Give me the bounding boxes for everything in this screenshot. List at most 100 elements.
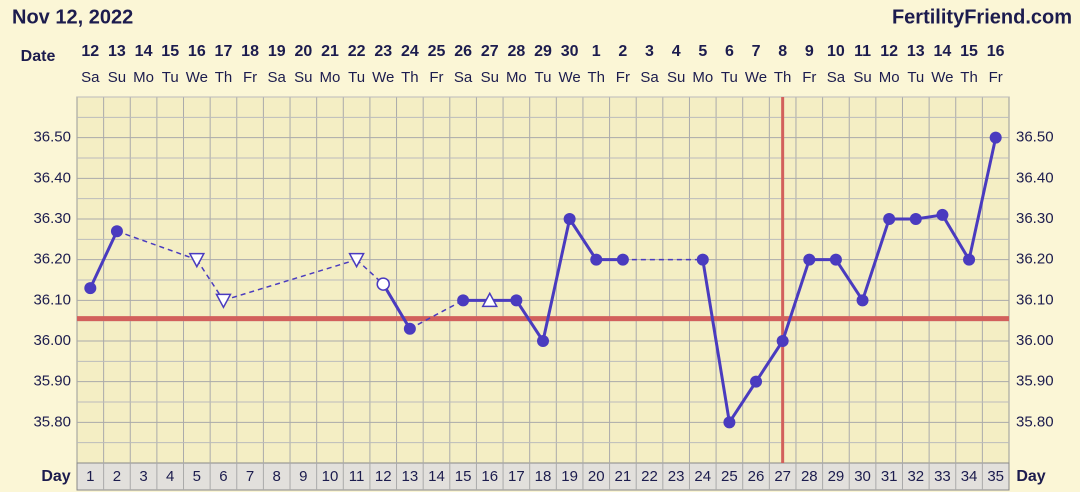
x-date-label: 27 xyxy=(481,43,499,60)
x-date-label: 30 xyxy=(561,43,579,60)
x-date-label: 9 xyxy=(805,43,814,60)
x-weekday-label: Tu xyxy=(907,69,924,86)
y-tick-label-right: 36.00 xyxy=(1016,332,1054,349)
line-segment-dashed xyxy=(409,299,464,330)
y-tick-label: 36.20 xyxy=(33,251,71,268)
x-day-label: 19 xyxy=(561,468,578,485)
x-day-label: 11 xyxy=(349,468,365,485)
x-weekday-label: Th xyxy=(774,69,792,86)
point xyxy=(936,208,949,221)
x-date-label: 28 xyxy=(507,43,525,60)
x-weekday-label: Fr xyxy=(429,69,443,86)
x-date-label: 5 xyxy=(698,43,707,60)
x-day-label: 12 xyxy=(375,468,392,485)
y-tick-label-right: 35.90 xyxy=(1016,373,1054,390)
x-weekday-label: Su xyxy=(294,69,312,86)
point xyxy=(750,375,763,388)
point xyxy=(696,253,709,266)
x-date-label: 14 xyxy=(934,43,952,60)
y-tick-label-right: 36.20 xyxy=(1016,251,1054,268)
x-date-label: 8 xyxy=(778,43,787,60)
x-day-label: 35 xyxy=(987,468,1004,485)
point xyxy=(537,335,549,347)
day-label-left: Day xyxy=(41,468,70,485)
x-weekday-label: Sa xyxy=(268,69,287,86)
x-weekday-label: Fr xyxy=(989,69,1003,86)
x-weekday-label: Tu xyxy=(348,69,365,86)
y-tick-label-right: 36.10 xyxy=(1016,291,1054,308)
x-weekday-label: Th xyxy=(587,69,605,86)
line-segment xyxy=(728,380,758,424)
line-segment xyxy=(515,299,545,342)
line-segment xyxy=(568,218,598,261)
x-date-label: 3 xyxy=(645,43,654,60)
x-weekday-label: Th xyxy=(215,69,233,86)
point xyxy=(909,213,922,225)
x-date-label: 25 xyxy=(428,43,446,60)
x-day-label: 29 xyxy=(828,468,845,485)
site-name: FertilityFriend.com xyxy=(892,6,1072,28)
x-day-label: 33 xyxy=(934,468,951,485)
x-date-label: 22 xyxy=(348,43,366,60)
x-day-label: 23 xyxy=(668,468,685,485)
point-triangle-up xyxy=(481,291,498,308)
y-tick-label: 36.50 xyxy=(33,129,71,146)
x-day-label: 31 xyxy=(881,468,898,485)
point xyxy=(510,294,523,307)
y-tick-label: 36.40 xyxy=(33,169,71,186)
line-segment xyxy=(381,283,412,330)
chart-date: Nov 12, 2022 xyxy=(12,6,133,28)
y-tick-label: 36.10 xyxy=(33,291,71,308)
x-date-label: 15 xyxy=(960,43,978,60)
point xyxy=(963,253,976,266)
point xyxy=(563,213,576,225)
x-date-label: 26 xyxy=(454,43,472,60)
x-day-label: 2 xyxy=(113,468,121,485)
point xyxy=(403,322,416,335)
x-day-label: 28 xyxy=(801,468,818,485)
x-weekday-label: Fr xyxy=(802,69,816,86)
x-day-label: 14 xyxy=(428,468,445,485)
x-day-label: 16 xyxy=(481,468,498,485)
x-weekday-label: Sa xyxy=(454,69,473,86)
line-segment xyxy=(754,340,784,383)
point xyxy=(856,294,869,307)
x-date-label: 12 xyxy=(880,43,898,60)
point xyxy=(776,335,789,347)
line-segment xyxy=(701,259,731,423)
line-segment xyxy=(88,230,119,289)
x-weekday-label: Fr xyxy=(243,69,257,86)
x-day-label: 25 xyxy=(721,468,738,485)
x-date-label: 12 xyxy=(81,43,99,60)
y-tick-label-right: 36.40 xyxy=(1016,169,1054,186)
point xyxy=(829,253,842,266)
line-segment xyxy=(941,214,971,261)
x-weekday-label: Mo xyxy=(879,69,900,86)
line-segment xyxy=(781,259,811,342)
y-tick-label-right: 35.80 xyxy=(1016,413,1054,430)
x-weekday-label: We xyxy=(931,69,953,86)
x-day-label: 20 xyxy=(588,468,605,485)
x-day-label: 32 xyxy=(907,468,924,485)
x-date-label: 21 xyxy=(321,43,339,60)
day-row xyxy=(76,462,1010,491)
x-weekday-label: Mo xyxy=(320,69,341,86)
point-triangle-down xyxy=(188,252,206,269)
x-date-label: 23 xyxy=(374,43,392,60)
x-weekday-label: Su xyxy=(853,69,871,86)
x-weekday-label: We xyxy=(745,69,767,86)
x-date-label: 19 xyxy=(268,43,286,60)
y-tick-label: 35.80 xyxy=(33,413,71,430)
x-day-label: 17 xyxy=(508,468,525,485)
y-tick-label: 35.90 xyxy=(33,373,71,390)
x-weekday-label: Sa xyxy=(81,69,100,86)
x-day-label: 15 xyxy=(455,468,472,485)
x-date-label: 24 xyxy=(401,43,419,60)
point xyxy=(110,225,123,238)
y-tick-label-right: 36.30 xyxy=(1016,210,1054,227)
line-segment xyxy=(861,218,891,301)
x-weekday-label: Su xyxy=(481,69,499,86)
point xyxy=(590,253,603,266)
x-date-label: 13 xyxy=(907,43,925,60)
